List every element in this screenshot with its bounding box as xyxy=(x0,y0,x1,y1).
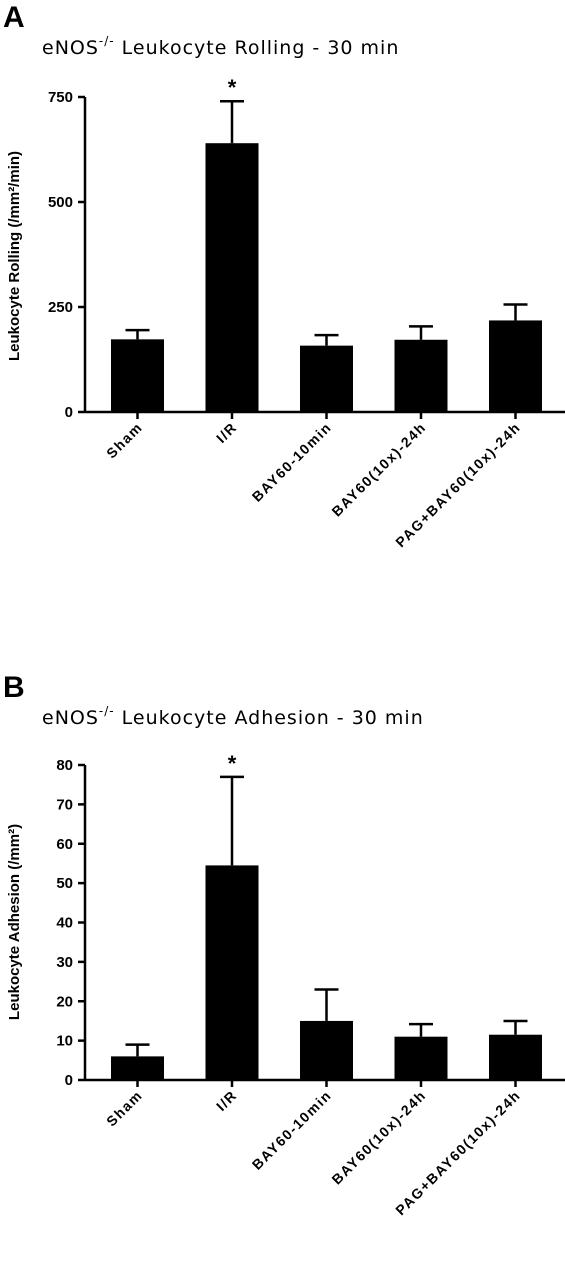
category-label: BAY60(10x)-24h xyxy=(328,1087,429,1188)
bar xyxy=(489,320,542,412)
y-tick-label: 10 xyxy=(56,1033,73,1050)
y-tick-label: 80 xyxy=(56,757,73,774)
y-tick-label: 250 xyxy=(48,299,73,316)
bar xyxy=(111,1056,164,1080)
significance-marker: * xyxy=(228,751,237,776)
y-tick-label: 70 xyxy=(56,796,73,813)
bar xyxy=(489,1034,542,1080)
bar xyxy=(111,339,164,412)
y-tick-label: 750 xyxy=(48,89,73,106)
plot-area-a: 0 250 500 750 Sham * I/R BAY60-10minBAY60(10x)-… xyxy=(48,75,565,550)
y-tick-label: 50 xyxy=(56,875,73,892)
plot-area-b: 0 10 20 30 40 50 60 70 80 Sham * I/R BAY60-10minBAY6… xyxy=(56,751,565,1218)
y-tick-label: 0 xyxy=(65,1072,73,1089)
panel-a: A eNOS-/- Leukocyte Rolling - 30 min Leu… xyxy=(3,1,565,550)
category-label: BAY60-10min xyxy=(249,1087,335,1173)
y-tick-label: 20 xyxy=(56,993,73,1010)
y-tick-label: 500 xyxy=(48,194,73,211)
bar xyxy=(394,339,448,412)
panel-b: B eNOS-/- Leukocyte Adhesion - 30 min Le… xyxy=(3,671,565,1218)
bar xyxy=(394,1036,448,1080)
panel-letter-a: A xyxy=(3,1,25,34)
bar xyxy=(205,865,259,1080)
y-tick-label: 60 xyxy=(56,836,73,853)
bar xyxy=(300,345,353,412)
y-axis-label-a: Leukocyte Rolling (/mm²/min) xyxy=(6,151,23,361)
category-label: BAY60(10x)-24h xyxy=(328,419,429,520)
category-label: Sham xyxy=(103,1087,146,1130)
y-tick-label: 30 xyxy=(56,954,73,971)
bar xyxy=(205,143,259,412)
y-axis-label-b: Leukocyte Adhesion (/mm²) xyxy=(6,824,23,1020)
category-label: I/R xyxy=(213,419,240,446)
chart-title-b: eNOS-/- Leukocyte Adhesion - 30 min xyxy=(42,704,424,729)
panel-letter-b: B xyxy=(3,671,25,704)
y-tick-label: 40 xyxy=(56,915,73,932)
bar xyxy=(300,1020,353,1080)
significance-marker: * xyxy=(228,75,237,100)
chart-title-a: eNOS-/- Leukocyte Rolling - 30 min xyxy=(42,34,399,59)
y-tick-label: 0 xyxy=(65,404,73,421)
category-label: BAY60-10min xyxy=(249,419,335,505)
category-label: I/R xyxy=(213,1087,240,1114)
category-label: Sham xyxy=(103,419,146,462)
